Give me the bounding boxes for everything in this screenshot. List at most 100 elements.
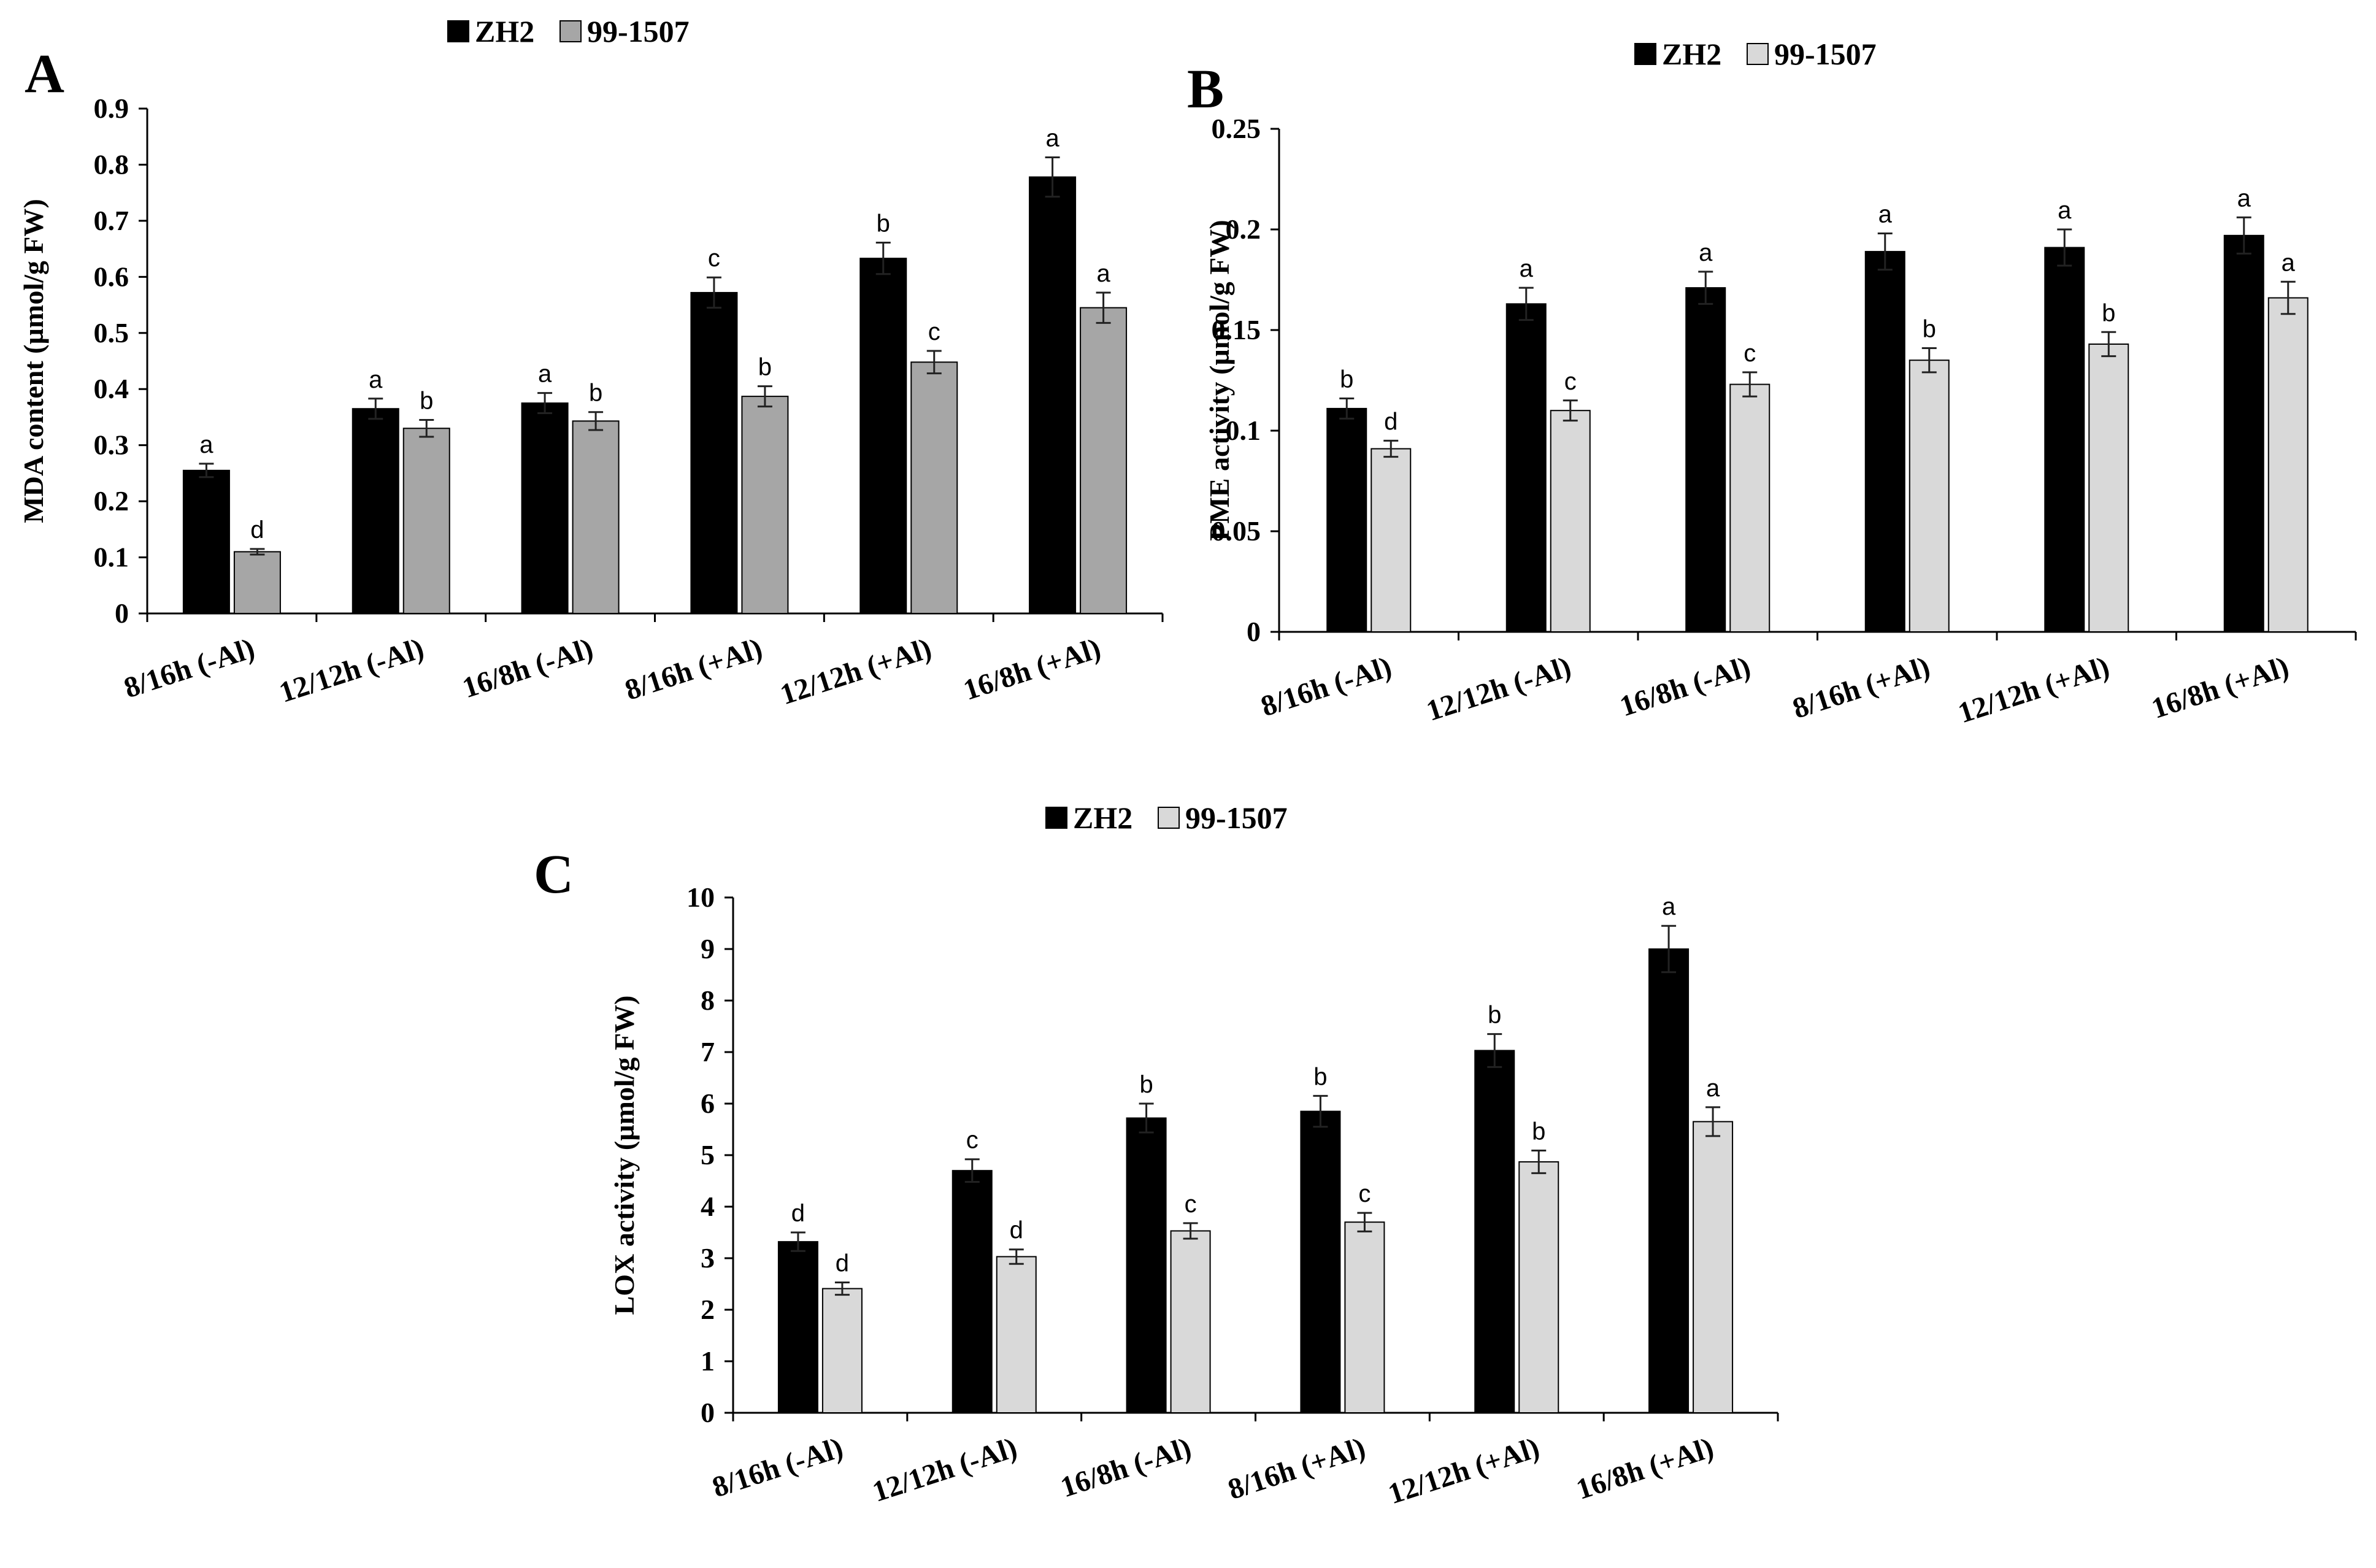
bar-zh2: [2223, 234, 2264, 632]
significance-letter: d: [791, 1200, 805, 1227]
bar-zh2: [1864, 251, 1905, 632]
chart-panel-a: A ZH2 99-1507 0 0.1 0.2 0.3 0.4 0.5 0.6 0.7 0.8 0.9 M…: [18, 14, 1164, 711]
error-bar: [1661, 924, 1677, 974]
x-tick-label: 12/12h (-Al): [869, 1431, 1021, 1508]
y-tick-label: 0.8: [94, 148, 129, 180]
bar-99-1507: [1550, 410, 1591, 632]
bar-99-1507: [2267, 297, 2309, 632]
error-bar: [1518, 286, 1534, 321]
y-tick-label: 0.05: [1212, 515, 1261, 547]
bar-99-1507: [1693, 1121, 1734, 1414]
significance-letter: a: [199, 431, 213, 458]
bar-99-1507: [741, 396, 789, 614]
error-bar: [1698, 271, 1713, 305]
y-tick-label: 0.1: [94, 542, 129, 573]
bar-99-1507: [572, 420, 620, 615]
y-tick-label: 0: [701, 1397, 715, 1428]
bar-99-1507: [233, 551, 281, 615]
error-bar: [2057, 228, 2072, 267]
error-bar: [1183, 1222, 1198, 1240]
significance-letter: c: [1744, 340, 1756, 367]
bar-zh2: [521, 402, 569, 614]
error-bar: [1096, 291, 1111, 324]
error-bar: [1139, 1102, 1154, 1134]
y-tick-label: 1: [701, 1345, 715, 1377]
significance-letter: a: [1045, 125, 1059, 152]
x-tick-label: 12/12h (+Al): [1954, 650, 2113, 729]
error-bar: [199, 463, 214, 478]
legend-label: 99-1507: [1185, 801, 1288, 835]
y-tick-label: 0: [115, 598, 129, 629]
error-bar: [1313, 1094, 1328, 1128]
x-tick-label: 8/16h (+Al): [1789, 650, 1934, 725]
error-bar: [2236, 216, 2251, 255]
error-bar: [2280, 280, 2296, 315]
chart-panel-b: B ZH2 99-1507 0 0.05 0.1 0.15 0.2 0.25 PME activi…: [1187, 37, 2357, 729]
legend-swatch: [1158, 807, 1180, 829]
panel-label: C: [534, 844, 574, 905]
legend-label: 99-1507: [587, 14, 690, 48]
error-bar: [588, 411, 604, 431]
error-bar: [964, 1158, 980, 1183]
significance-letter: c: [1564, 368, 1577, 395]
bar-zh2: [1300, 1110, 1341, 1413]
bar-zh2: [1648, 948, 1690, 1413]
y-tick-label: 0.4: [94, 373, 129, 404]
significance-letter: b: [1313, 1063, 1327, 1090]
x-tick-label: 16/8h (-Al): [458, 632, 597, 704]
y-axis-label: PME activity (µmol/g FW): [1204, 220, 1235, 540]
bar-99-1507: [821, 1288, 863, 1414]
error-bar: [706, 276, 721, 309]
significance-letter: a: [2058, 197, 2072, 224]
bar-zh2: [1474, 1050, 1515, 1413]
significance-letter: b: [758, 354, 772, 381]
significance-letter: b: [1923, 316, 1936, 343]
significance-letter: d: [836, 1250, 849, 1277]
error-bar: [537, 392, 553, 415]
legend-swatch: [1045, 807, 1067, 829]
legend: ZH2 99-1507: [1634, 37, 1877, 71]
x-tick-label: 16/8h (+Al): [2148, 650, 2293, 725]
error-bar: [1383, 439, 1399, 458]
bar-99-1507: [910, 361, 958, 615]
error-bar: [2101, 331, 2116, 358]
significance-letter: b: [589, 380, 602, 407]
y-tick-label: 0.3: [94, 429, 129, 461]
bar-99-1507: [1729, 383, 1770, 632]
error-bar: [875, 242, 891, 275]
legend-swatch: [1747, 43, 1769, 65]
error-bar: [1705, 1106, 1721, 1137]
significance-letter: b: [1139, 1071, 1153, 1098]
x-tick-label: 8/16h (-Al): [120, 632, 259, 704]
y-tick-label: 9: [701, 933, 715, 964]
error-bar: [1877, 233, 1893, 271]
y-tick-label: 2: [701, 1294, 715, 1325]
y-tick-label: 10: [686, 882, 715, 913]
y-tick-label: 6: [701, 1088, 715, 1119]
error-bar: [250, 548, 265, 556]
y-tick-label: 0.1: [1226, 415, 1261, 446]
bar-99-1507: [996, 1256, 1037, 1413]
bar-zh2: [1505, 303, 1547, 632]
bar-99-1507: [402, 428, 450, 614]
significance-letter: a: [369, 366, 383, 393]
y-tick-label: 8: [701, 985, 715, 1016]
significance-letter: b: [1340, 366, 1353, 393]
y-tick-label: 0.9: [94, 93, 129, 124]
legend: ZH2 99-1507: [1045, 801, 1288, 835]
y-tick-label: 0.2: [94, 485, 129, 517]
error-bar: [1531, 1149, 1547, 1174]
y-tick-label: 5: [701, 1139, 715, 1170]
bar-99-1507: [1371, 448, 1412, 633]
x-tick-label: 8/16h (+Al): [621, 632, 766, 707]
bar-99-1507: [1909, 359, 1950, 632]
x-tick-label: 16/8h (+Al): [1572, 1431, 1717, 1506]
x-tick-label: 8/16h (-Al): [709, 1431, 847, 1504]
y-axis-label: LOX activity (µmol/g FW): [609, 996, 640, 1315]
x-tick-label: 12/12h (+Al): [1384, 1431, 1543, 1510]
legend-label: ZH2: [475, 14, 534, 48]
legend-swatch: [559, 20, 582, 42]
legend-swatch: [1634, 43, 1656, 65]
error-bar: [368, 398, 383, 420]
